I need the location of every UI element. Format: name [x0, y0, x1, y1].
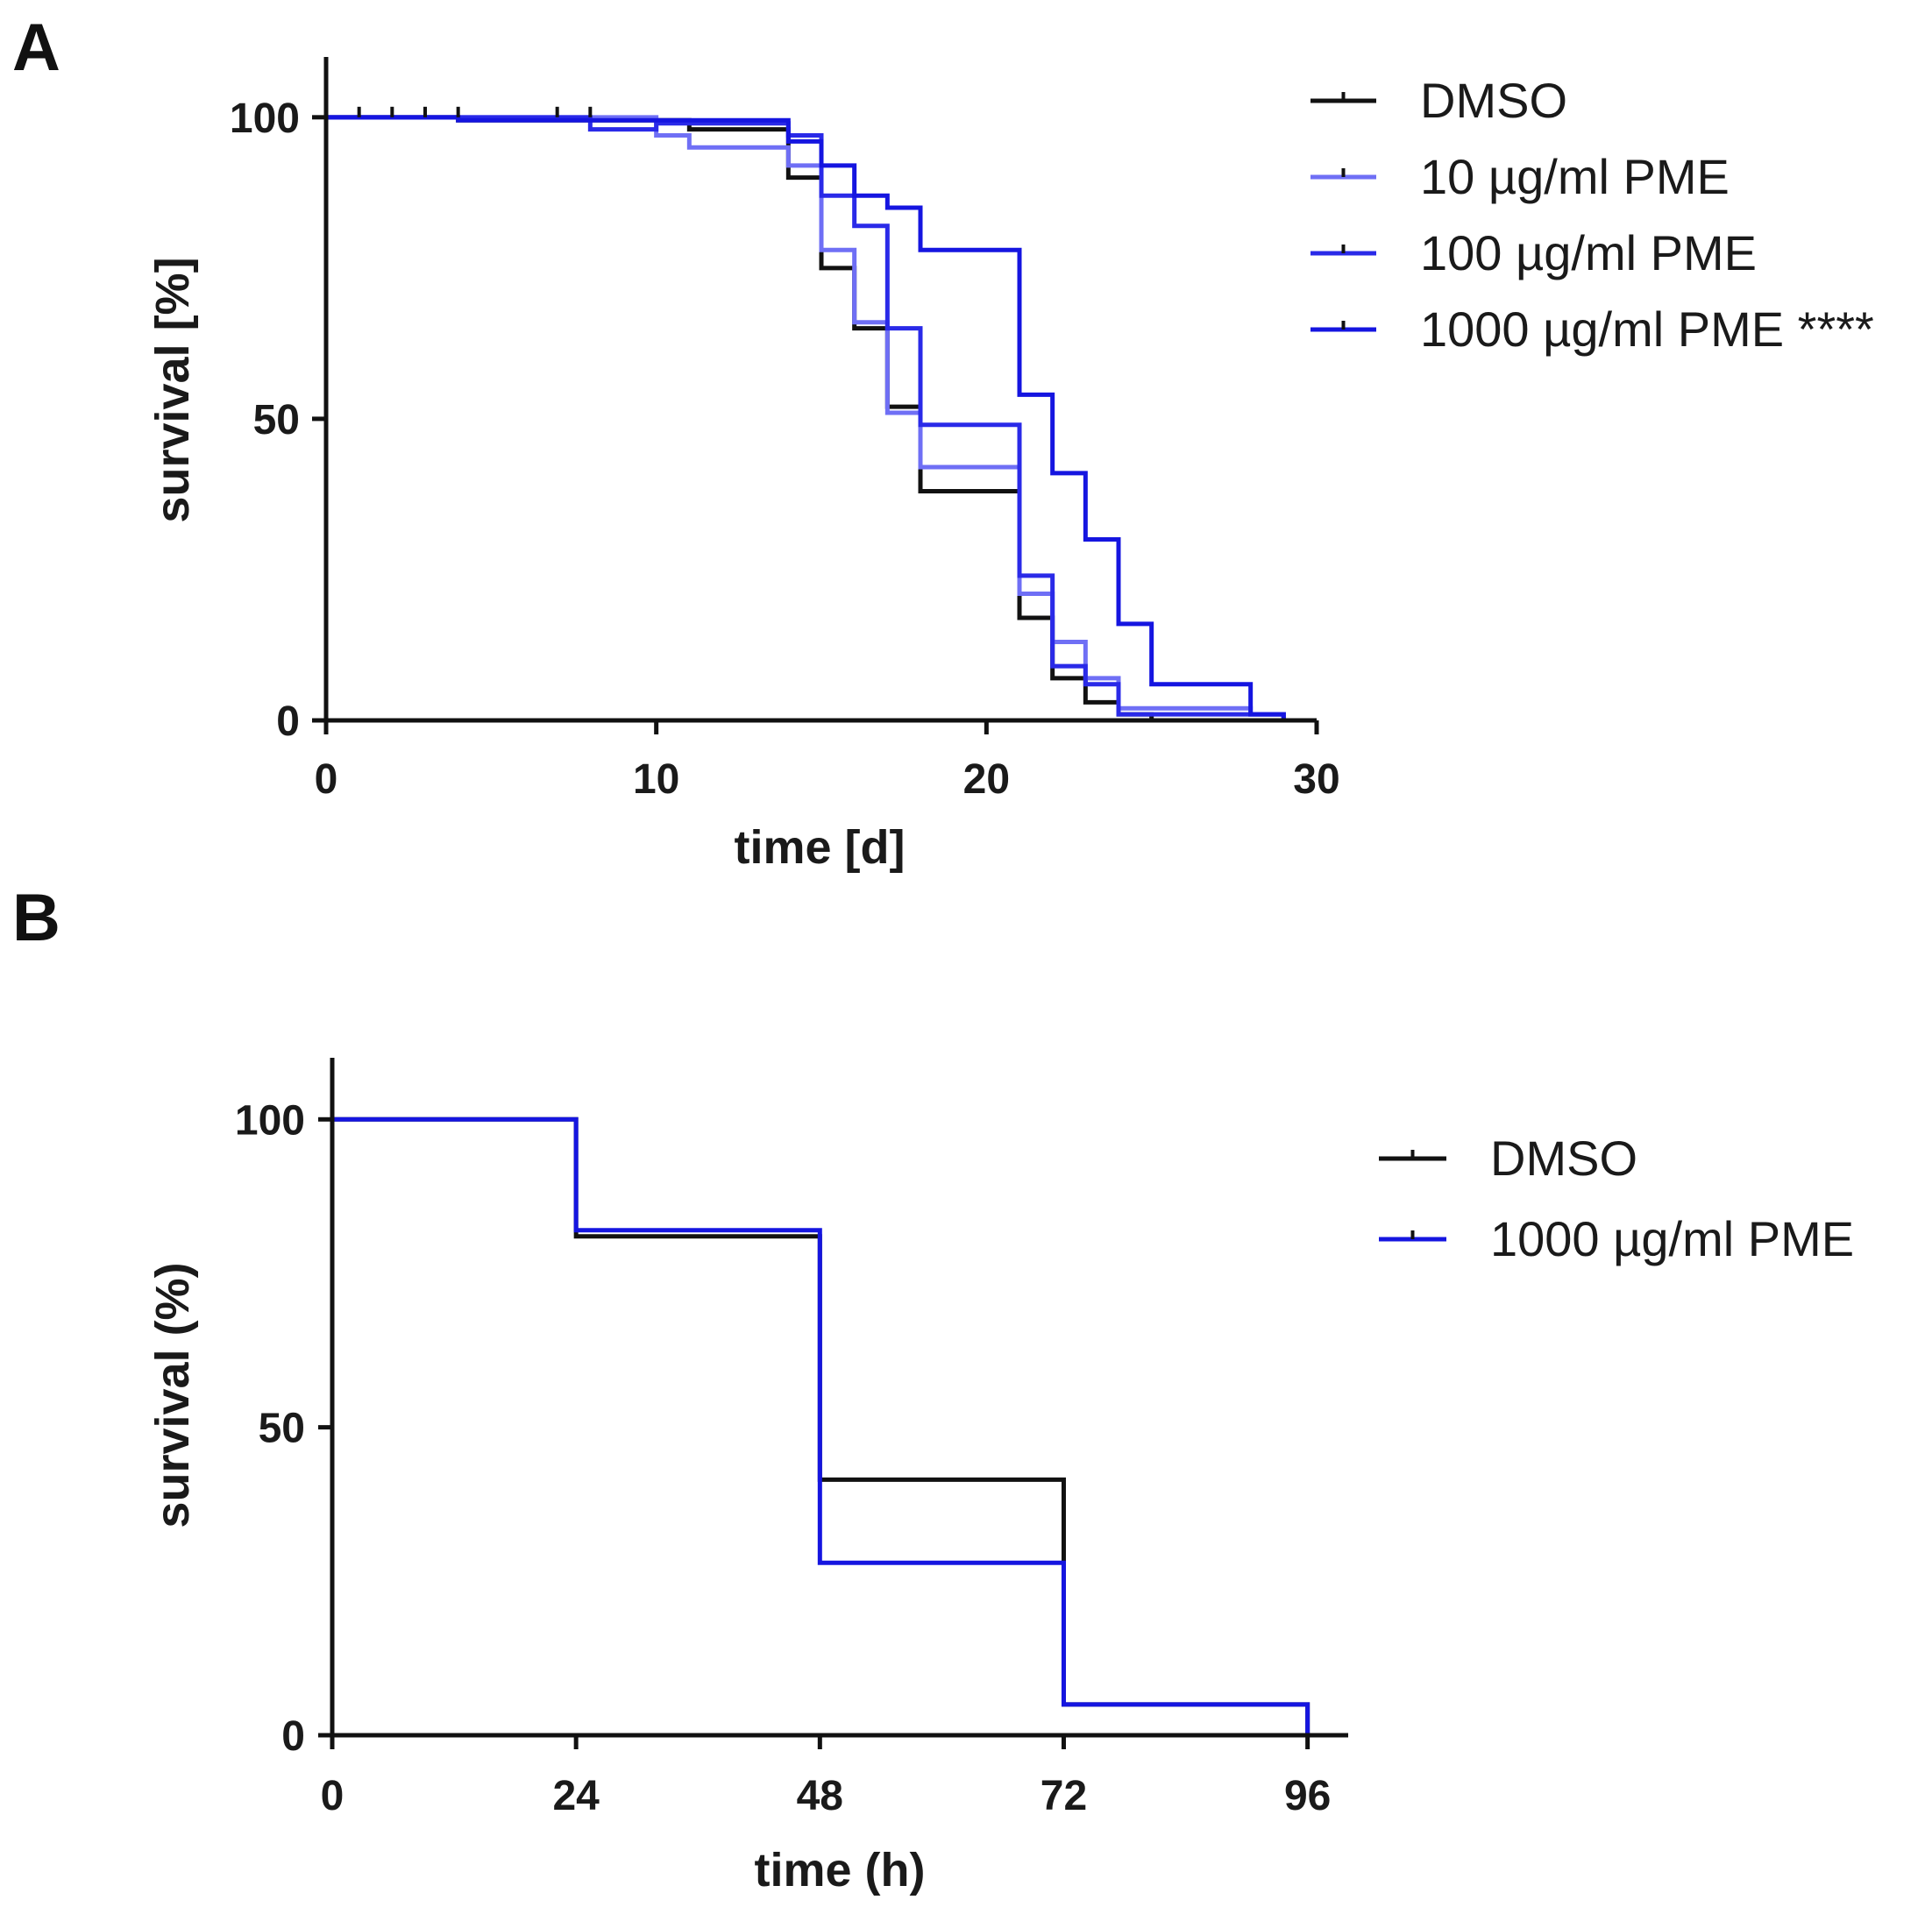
panel-b-axes: 0 50 100 0 24 48 72 96 — [235, 1058, 1348, 1819]
y-tick-label: 100 — [235, 1097, 305, 1144]
y-tick-label: 50 — [253, 397, 300, 443]
x-tick-label: 96 — [1284, 1773, 1331, 1819]
x-tick-label: 72 — [1041, 1773, 1087, 1819]
panel-b-series — [332, 1117, 1310, 1735]
survival-curve-1 — [326, 115, 1154, 720]
x-tick-label: 20 — [963, 756, 1010, 803]
panel-a-y-axis-title: survival [%] — [146, 257, 199, 522]
x-tick-label: 0 — [315, 756, 338, 803]
panel-a-letter: A — [12, 11, 60, 85]
survival-curve-4 — [326, 115, 1286, 720]
panel-a-legend: DMSO 10 µg/ml PME 100 µg/ml PME 1000 µg/ml … — [1310, 73, 1874, 357]
y-tick-label: 0 — [281, 1713, 305, 1760]
legend-label-2: 10 µg/ml PME — [1420, 149, 1730, 204]
survival-curve-3 — [326, 115, 1286, 720]
panel-a: A 0 50 100 0 10 20 30 DMSO 10 µg/ml PME 100 µg/m… — [12, 11, 1874, 874]
panel-b-y-axis-title: survival (%) — [146, 1262, 199, 1528]
panel-a-x-axis-title: time [d] — [735, 821, 906, 874]
y-tick-label: 100 — [230, 96, 300, 142]
panel-b: B 0 50 100 0 24 48 72 96 DMSO 1000 µg/ml PME tim… — [12, 881, 1854, 1896]
x-tick-label: 24 — [552, 1773, 600, 1819]
x-tick-label: 30 — [1293, 756, 1339, 803]
survival-curve-2 — [326, 115, 1286, 720]
legend-label-1: DMSO — [1420, 73, 1567, 128]
x-tick-label: 0 — [321, 1773, 344, 1819]
legend-label-2: 1000 µg/ml PME — [1490, 1211, 1854, 1266]
x-tick-label: 48 — [797, 1773, 843, 1819]
legend-label-1: DMSO — [1490, 1131, 1637, 1186]
panel-b-letter: B — [12, 881, 60, 955]
panel-b-x-axis-title: time (h) — [755, 1844, 926, 1896]
legend-label-4: 1000 µg/ml PME **** — [1420, 301, 1874, 357]
x-tick-label: 10 — [633, 756, 679, 803]
panel-a-series — [326, 106, 1286, 720]
panel-b-legend: DMSO 1000 µg/ml PME — [1379, 1131, 1854, 1266]
y-tick-label: 50 — [259, 1406, 305, 1452]
y-tick-label: 0 — [276, 698, 300, 745]
panel-a-axes: 0 50 100 0 10 20 30 — [230, 57, 1340, 803]
survival-curve-2 — [332, 1117, 1310, 1735]
legend-label-3: 100 µg/ml PME — [1420, 225, 1757, 280]
